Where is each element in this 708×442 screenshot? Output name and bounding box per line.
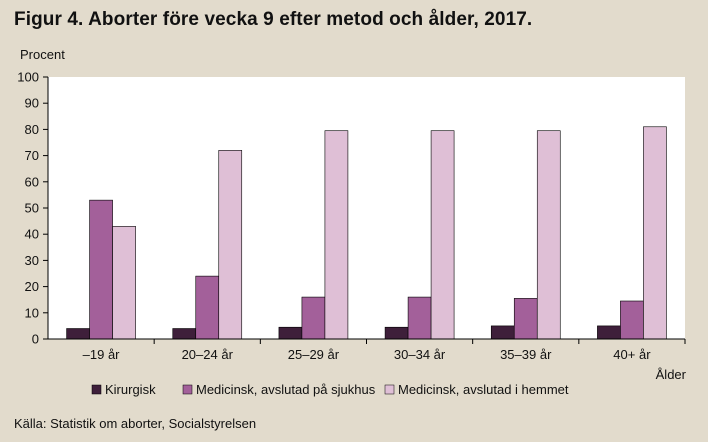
bars-group — [66, 126, 667, 340]
bar-2-1 — [89, 199, 113, 340]
bar-3-4 — [430, 130, 455, 340]
legend-swatch — [182, 384, 193, 395]
y-tick-label: 50 — [25, 201, 39, 216]
legend-swatch — [384, 384, 395, 395]
legend-label: Kirurgisk — [105, 382, 156, 397]
legend: Kirurgisk Medicinsk, avslutad på sjukhus M… — [91, 382, 569, 397]
bar-1-6 — [597, 325, 621, 340]
bar-2-6 — [620, 300, 644, 340]
y-tick-label: 20 — [25, 279, 39, 294]
source-note: Källa: Statistik om aborter, Socialstyre… — [14, 416, 257, 431]
y-axis-ticks: 0 10 20 30 40 50 60 70 80 90 100 — [17, 70, 48, 347]
bar-2-2 — [195, 275, 220, 340]
bar-1-4 — [384, 326, 409, 340]
bar-3-3 — [324, 130, 349, 340]
x-tick-label: 35–39 år — [500, 347, 552, 362]
y-tick-label: 0 — [32, 332, 39, 347]
y-tick-label: 60 — [25, 174, 39, 189]
x-tick-label: –19 år — [83, 347, 121, 362]
x-tick-label: 30–34 år — [394, 347, 446, 362]
chart-title: Figur 4. Aborter före vecka 9 efter meto… — [14, 9, 533, 30]
bar-3-2 — [218, 150, 243, 340]
bar-2-5 — [513, 298, 538, 340]
bar-1-3 — [278, 326, 303, 340]
bar-3-6 — [643, 126, 667, 340]
bar-2-3 — [301, 296, 326, 340]
x-axis-title: Ålder — [656, 367, 687, 382]
y-tick-label: 30 — [25, 253, 39, 268]
legend-label: Medicinsk, avslutad i hemmet — [398, 382, 569, 397]
x-axis-ticks: –19 år 20–24 år 25–29 år 30–34 år 35–39 år 40… — [83, 339, 686, 362]
bar-3-5 — [536, 130, 561, 340]
x-tick-label: 20–24 år — [182, 347, 234, 362]
x-tick-label: 25–29 år — [288, 347, 340, 362]
bar-2-4 — [407, 296, 432, 340]
plot-area — [48, 77, 685, 339]
y-tick-label: 40 — [25, 227, 39, 242]
y-tick-label: 90 — [25, 96, 39, 111]
y-axis-title: Procent — [20, 47, 65, 62]
y-tick-label: 100 — [17, 70, 39, 85]
x-tick-label: 40+ år — [613, 347, 651, 362]
bar-3-1 — [112, 226, 136, 340]
legend-label: Medicinsk, avslutad på sjukhus — [196, 382, 376, 397]
y-tick-label: 70 — [25, 148, 39, 163]
bar-1-1 — [66, 328, 90, 340]
y-tick-label: 80 — [25, 122, 39, 137]
legend-swatch — [91, 384, 102, 395]
bar-1-5 — [490, 325, 515, 340]
y-tick-label: 10 — [25, 305, 39, 320]
bar-1-2 — [172, 328, 197, 340]
